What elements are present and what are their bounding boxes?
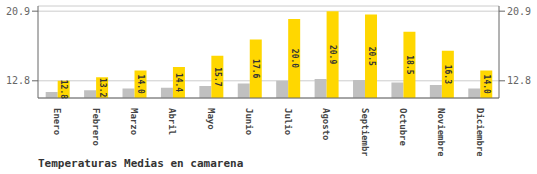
svg-text:Abril: Abril [167,108,177,135]
svg-text:Mayo: Mayo [206,108,216,130]
svg-text:12.8: 12.8 [6,75,30,86]
svg-text:20.0: 20.0 [290,49,299,68]
svg-text:14.0: 14.0 [136,75,145,94]
svg-text:Enero: Enero [52,108,62,135]
svg-text:20.9: 20.9 [6,6,30,17]
svg-text:14.0: 14.0 [482,75,491,94]
svg-text:Diciembre: Diciembre [475,108,485,156]
html-text:Temperaturas Medias en camaren: Temperaturas Medias en camarena [38,157,244,170]
svg-text:Septiembre: Septiembre [360,108,370,156]
svg-text:Octubre: Octubre [398,108,408,147]
svg-text:20.9: 20.9 [507,6,531,17]
svg-text:12.8: 12.8 [507,75,531,86]
svg-text:15.7: 15.7 [213,67,222,86]
svg-text:18.5: 18.5 [405,55,414,74]
svg-text:20.9: 20.9 [328,45,337,64]
svg-text:Febrero: Febrero [91,108,101,146]
svg-text:Julio: Julio [283,108,293,135]
svg-text:20.5: 20.5 [367,47,376,66]
svg-text:Junio: Junio [244,108,254,135]
svg-text:Noviembre: Noviembre [436,108,446,156]
svg-text:14.4: 14.4 [174,73,183,92]
svg-text:16.3: 16.3 [443,65,452,84]
svg-text:12.8: 12.8 [59,80,68,99]
svg-text:17.6: 17.6 [251,59,260,78]
svg-text:Marzo: Marzo [129,108,139,135]
svg-text:13.2: 13.2 [98,78,107,97]
svg-text:Agosto: Agosto [321,108,331,141]
